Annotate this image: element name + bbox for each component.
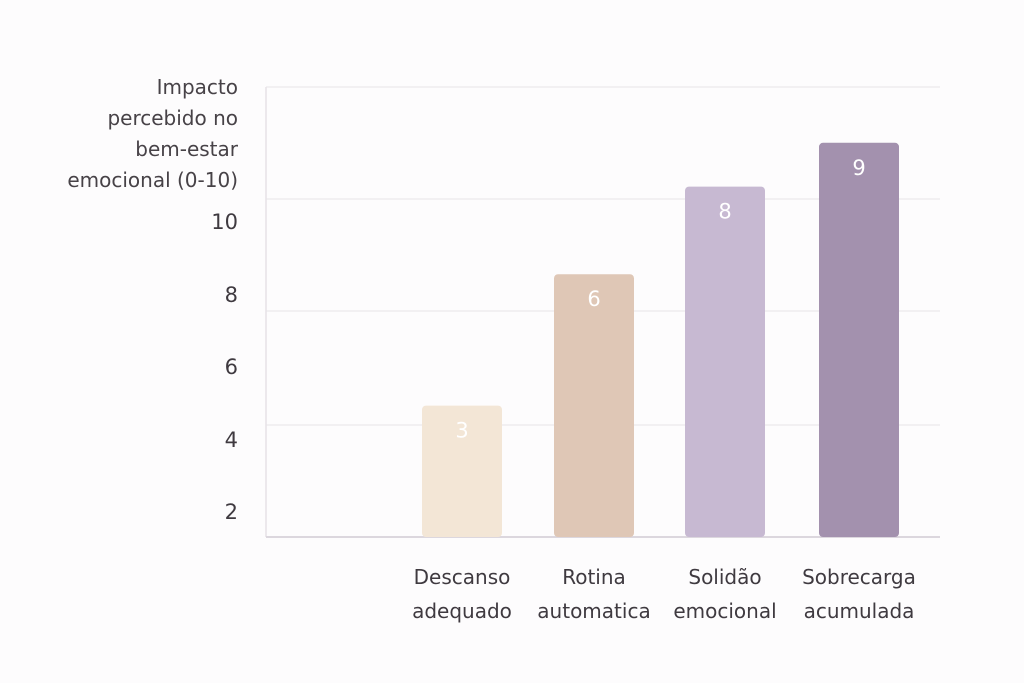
bar-data-label: 8: [718, 200, 731, 224]
bar-data-label: 3: [455, 419, 468, 443]
bar: [819, 142, 899, 538]
bar-data-label: 9: [852, 156, 865, 180]
y-axis-title: Impacto percebido no bem-estar emocional…: [67, 75, 238, 192]
bar: [554, 274, 634, 537]
bar-data-label: 6: [587, 287, 600, 311]
y-tick-label: 2: [224, 500, 238, 524]
x-category-label: Sobrecarga acumulada: [802, 565, 916, 623]
bar: [685, 186, 765, 537]
bar: [422, 405, 502, 537]
y-tick-label: 4: [224, 427, 238, 452]
y-tick-label: 6: [224, 355, 238, 380]
y-tick-label: 8: [224, 282, 238, 307]
x-category-label: Rotina automatica: [537, 565, 651, 623]
x-category-label: Solidão emocional: [673, 565, 777, 623]
y-tick-label: 10: [211, 210, 238, 235]
x-category-label: Descanso adequado: [412, 565, 512, 623]
